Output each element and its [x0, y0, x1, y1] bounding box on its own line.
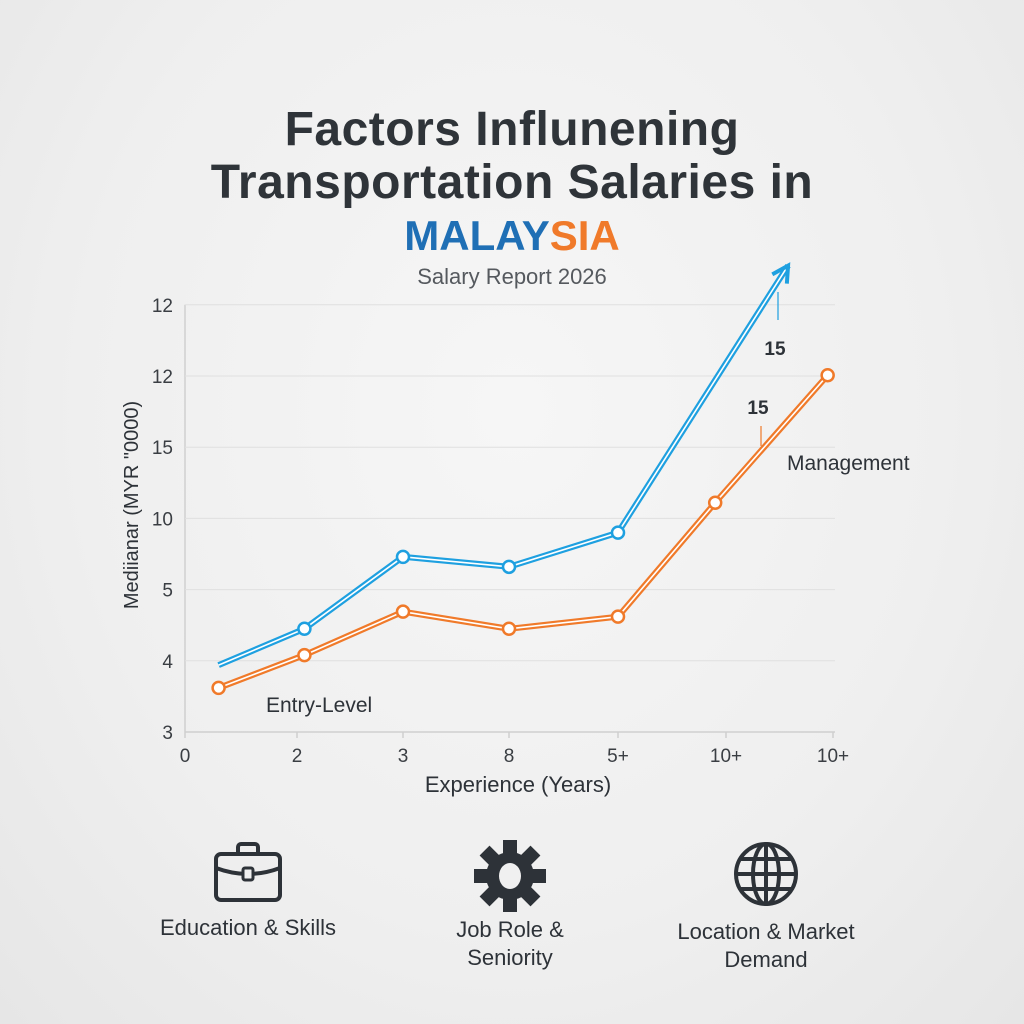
series-0-point — [610, 525, 626, 540]
title-line-2: Transportation Salaries in — [210, 156, 814, 209]
x-axis-title: Experience (Years) — [425, 772, 611, 797]
globe-icon — [734, 842, 798, 906]
y-axis-title: Mediianar (MYR "0000) — [121, 401, 143, 609]
x-tick-label: 10+ — [710, 746, 742, 767]
series-1-line — [217, 373, 830, 691]
x-tick-label: 0 — [180, 746, 191, 767]
y-tick-label: 10 — [152, 509, 173, 530]
factor-job-role: Job Role & Seniority — [390, 840, 630, 972]
series-1-point — [707, 495, 723, 510]
factor-education: Education & Skills — [128, 840, 368, 942]
series-0-arrowhead — [771, 262, 791, 284]
entry-level-label: Entry-Level — [266, 694, 372, 717]
y-tick-label: 15 — [152, 438, 173, 459]
series-0-point — [297, 621, 312, 637]
blue-value-label: 15 — [764, 339, 786, 360]
factor-location: Location & Market Demand — [646, 840, 886, 974]
briefcase-icon — [214, 842, 282, 902]
series-0-point — [395, 549, 411, 565]
series-1-point — [610, 609, 626, 624]
series-0-line-inner — [218, 265, 789, 666]
x-tick-label: 2 — [292, 746, 303, 767]
subtitle: Salary Report 2026 — [417, 264, 607, 289]
series-1-point — [820, 368, 835, 383]
country-part-1: MALAY — [404, 212, 550, 259]
series-1-point — [297, 647, 312, 663]
series-0-point — [501, 559, 517, 575]
series-1-point — [395, 604, 411, 619]
series-1-line-inner — [218, 374, 829, 689]
factor-label: Job Role & Seniority — [456, 917, 564, 970]
y-tick-label: 5 — [162, 581, 173, 602]
series-1-point — [501, 621, 517, 637]
x-tick-label: 10+ — [817, 746, 849, 767]
x-tick-label: 5+ — [607, 746, 629, 767]
x-tick-label: 3 — [398, 746, 409, 767]
x-tick-label: 8 — [504, 746, 515, 767]
management-label: Management — [787, 452, 910, 475]
title-line-1: Factors Influnening — [284, 103, 740, 156]
y-tick-label: 12 — [152, 367, 173, 388]
y-tick-label: 4 — [162, 652, 173, 673]
series-0-line — [217, 263, 791, 668]
gear-icon — [474, 840, 546, 912]
country-title: MALAYSIA — [0, 212, 1024, 260]
series-1-point — [211, 680, 226, 696]
factor-label: Education & Skills — [159, 915, 337, 940]
country-part-2: SIA — [549, 212, 620, 259]
y-tick-label: 3 — [162, 723, 173, 744]
y-tick-label: 12 — [152, 296, 173, 317]
orange-value-label: 15 — [747, 398, 769, 419]
factor-label: Location & Market Demand — [677, 919, 855, 972]
